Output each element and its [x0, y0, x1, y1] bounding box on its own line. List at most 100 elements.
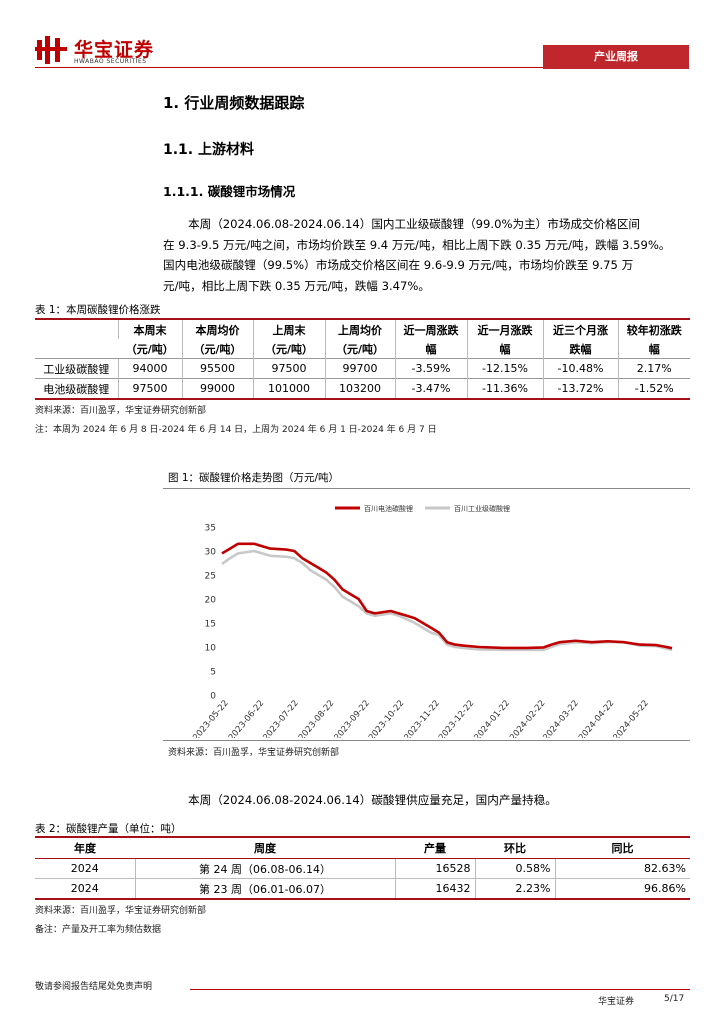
paragraph-line: 在 9.3-9.5 万元/吨之间，市场均价跌至 9.4 万元/吨，相比上周下跌 …	[163, 238, 671, 252]
note: 备注：产量及开工率为频估数据	[35, 925, 162, 935]
cell: 94000	[117, 358, 182, 379]
y-tick-label: 30	[205, 548, 217, 558]
x-tick-label: 2023-06-22	[227, 699, 266, 738]
x-tick-label: 2024-03-22	[541, 699, 580, 738]
header-cell: 幅	[466, 339, 543, 359]
cell: 第 24 周（06.08-06.14）	[134, 858, 395, 879]
cell: 96.86%	[554, 878, 690, 899]
footer-company: 华宝证券	[598, 997, 635, 1007]
header-rule	[35, 67, 543, 68]
cell: 101000	[252, 378, 325, 399]
paragraph-line: 元/吨，相比上周下跌 0.35 万元/吨，跌幅 3.47%。	[163, 279, 431, 293]
header-row: 本周末 本周均价 上周末 上周均价 近一周涨跌 近一月涨跌 近三个月涨 较年初涨跌	[35, 319, 690, 339]
cell: 97500	[252, 358, 325, 379]
table-caption: 表 1：本周碳酸锂价格涨跌	[35, 304, 161, 316]
cell: 95500	[181, 358, 253, 379]
source: 资料来源：百川盈孚，华宝证券研究创新部	[35, 906, 207, 916]
paragraph-line: 本周（2024.06.08-2024.06.14）国内工业级碳酸锂（99.0%为…	[188, 217, 641, 231]
x-tick-label: 2024-02-22	[508, 699, 547, 738]
header-cell: 本周均价	[181, 319, 253, 339]
source: 资料来源：百川盈孚，华宝证券研究创新部	[168, 748, 340, 758]
header-cell: （元/吨）	[181, 339, 253, 359]
table-caption: 表 2：碳酸锂产量（单位：吨）	[35, 823, 182, 835]
cell: -11.36%	[466, 378, 543, 399]
x-tick-label: 2024-01-22	[473, 699, 512, 738]
x-tick-label: 2024-05-22	[611, 699, 650, 738]
heading: 1.1. 上游材料	[163, 142, 254, 158]
y-tick-label: 5	[210, 668, 216, 678]
header-row: （元/吨） （元/吨） （元/吨） （元/吨）幅幅跌幅幅	[35, 339, 690, 359]
header-cell: 同比	[555, 837, 690, 859]
cell: -12.15%	[466, 358, 543, 379]
table: 本周末 本周均价 上周末 上周均价 近一周涨跌 近一月涨跌 近三个月涨 较年初涨跌 （元/吨）（…	[35, 318, 690, 400]
x-tick-label: 2024-04-22	[577, 699, 616, 738]
cell: -10.48%	[542, 358, 618, 379]
cell: -3.59%	[394, 358, 467, 379]
table: 年度 周度 产量 环比 同比 2024 第 24 周（06.08-06.14） 16528 0.…	[35, 836, 690, 900]
cell: 2024	[35, 878, 135, 899]
cell: 82.63%	[554, 858, 690, 879]
header-cell: 跌幅	[542, 339, 618, 359]
table-row: 2024 第 24 周（06.08-06.14） 16528 0.58% 82.63%	[35, 858, 690, 879]
cell: 第 23 周（06.01-06.07）	[134, 878, 395, 899]
cell: -13.72%	[542, 378, 618, 399]
header-cell: 周度	[135, 837, 395, 859]
cell: 2.17%	[617, 358, 690, 379]
paragraph: 本周（2024.06.08-2024.06.14）碳酸锂供应量充足，国内产量持稳…	[188, 793, 557, 807]
cell: 103200	[324, 378, 395, 399]
paragraph-line: 国内电池级碳酸锂（99.5%）市场成交价格区间在 9.6-9.9 万元/吨，市场…	[163, 258, 634, 272]
cell: -1.52%	[617, 378, 690, 399]
note: 注：本周为 2024 年 6 月 8 日-2024 年 6 月 14 日，上周为…	[35, 425, 437, 435]
header-cell: 产量	[395, 837, 475, 859]
cell: 2024	[35, 858, 135, 879]
header-cell: 近一周涨跌	[394, 319, 467, 339]
y-tick-label: 20	[205, 596, 217, 606]
header-cell: 上周末	[252, 319, 325, 339]
report-tag: 产业周报	[543, 45, 689, 69]
legend-label: 百川工业级碳酸锂	[454, 504, 510, 513]
cell: 2.23%	[474, 878, 555, 899]
series-line	[221, 549, 673, 652]
heading: 1.1.1. 碳酸锂市场情况	[163, 184, 296, 199]
y-tick-label: 35	[205, 524, 216, 534]
series-line	[221, 542, 673, 650]
legend-label: 百川电池碳酸锂	[364, 504, 413, 513]
chart: 051015202530352023-05-222023-06-222023-0…	[191, 504, 673, 738]
logo-icon	[35, 36, 67, 64]
y-tick-label: 25	[205, 572, 216, 582]
x-tick-label: 2023-05-22	[191, 699, 230, 738]
header-cell: 较年初涨跌	[617, 319, 690, 339]
header-cell: 幅	[617, 339, 690, 359]
x-tick-label: 2023-10-22	[367, 699, 406, 738]
table-row: 工业级碳酸锂 94000 95500 97500 99700 -3.59% -12.15% -…	[35, 358, 690, 379]
header-row: 年度 周度 产量 环比 同比	[35, 837, 690, 859]
header-cell: 幅	[394, 339, 467, 359]
figure-rule	[163, 740, 690, 741]
logo-en: HWABAO SECURITIES	[74, 58, 147, 65]
table-row: 电池级碳酸锂 97500 99000 101000 103200 -3.47% -11.36…	[35, 378, 690, 399]
header-cell: （元/吨）	[252, 339, 325, 359]
cell: 16528	[394, 858, 475, 879]
header-cell: 近三个月涨	[542, 319, 618, 339]
page-number: 5/17	[664, 994, 685, 1004]
source: 资料来源：百川盈孚，华宝证券研究创新部	[35, 406, 207, 416]
x-tick-label: 2023-11-22	[403, 699, 442, 738]
logo-text: 华宝证券	[74, 39, 155, 61]
figure-rule	[163, 488, 690, 489]
cell: 99000	[181, 378, 253, 399]
header-cell: 环比	[475, 837, 555, 859]
x-tick-label: 2023-12-22	[437, 699, 476, 738]
figure-caption: 图 1：碳酸锂价格走势图（万元/吨）	[168, 472, 340, 484]
heading: 1. 行业周频数据跟踪	[163, 94, 305, 112]
cell: 97500	[117, 378, 182, 399]
x-tick-label: 2023-07-22	[261, 699, 300, 738]
cell: -3.47%	[394, 378, 467, 399]
x-tick-label: 2023-08-22	[297, 699, 336, 738]
header-cell: （元/吨）	[125, 342, 174, 356]
header-cell: 年度	[35, 837, 135, 859]
table-row: 2024 第 23 周（06.01-06.07） 16432 2.23% 96.86%	[35, 878, 690, 899]
header-cell	[35, 319, 118, 359]
row-label: 电池级碳酸锂	[35, 378, 118, 399]
header-cell: （元/吨）	[324, 339, 395, 359]
